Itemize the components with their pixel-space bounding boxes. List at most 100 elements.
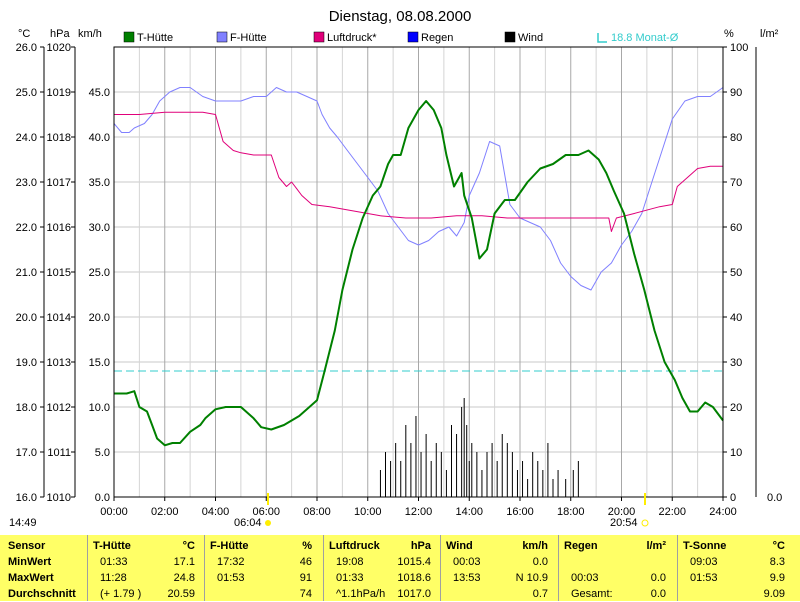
wind-tick-label: 45.0 — [89, 87, 110, 99]
stat-time: 00:03 — [571, 572, 599, 584]
section-unit: °C — [772, 540, 785, 552]
wind-tick-label: 40.0 — [89, 132, 110, 144]
section-name: T-Hütte — [93, 540, 131, 552]
humidity-tick-label: 40 — [730, 312, 742, 324]
weather-chart: Dienstag, 08.08.2000 °C hPa km/h % l/m² … — [9, 8, 782, 529]
stat-time: 17:32 — [217, 556, 245, 568]
stat-value: 8.3 — [769, 556, 785, 568]
pressure-tick-label: 1011 — [47, 447, 71, 459]
x-tick-label: 06:00 — [252, 506, 280, 518]
section-name: Wind — [446, 540, 473, 552]
humidity-tick-label: 50 — [730, 267, 742, 279]
column-separator — [87, 535, 88, 601]
column-separator — [558, 535, 559, 601]
humidity-tick-label: 60 — [730, 222, 742, 234]
pressure-tick-label: 1010 — [47, 492, 71, 504]
wind-tick-label: 0.0 — [95, 492, 110, 504]
column-separator — [204, 535, 205, 601]
temp-axis-unit: °C — [18, 28, 30, 40]
stat-time: 13:53 — [453, 572, 481, 584]
wind-tick-label: 30.0 — [89, 222, 110, 234]
pressure-axis-unit: hPa — [50, 28, 70, 40]
stat-time: 01:33 — [100, 556, 128, 568]
x-tick-label: 22:00 — [658, 506, 686, 518]
stat-time: 09:03 — [690, 556, 718, 568]
stat-value: 1018.6 — [397, 572, 431, 584]
x-tick-label: 12:00 — [405, 506, 433, 518]
stat-value: 1015.4 — [397, 556, 431, 568]
pressure-tick-label: 1016 — [47, 222, 71, 234]
wind-tick-label: 15.0 — [89, 357, 110, 369]
humidity-tick-label: 0 — [730, 492, 736, 504]
wind-tick-label: 10.0 — [89, 402, 110, 414]
chart-title: Dienstag, 08.08.2000 — [329, 8, 472, 25]
pressure-tick-label: 1020 — [47, 42, 71, 54]
header-sensor: Sensor — [8, 540, 46, 552]
x-tick-label: 02:00 — [151, 506, 179, 518]
temp-tick-label: 26.0 — [16, 42, 37, 54]
pressure-tick-label: 1018 — [47, 132, 71, 144]
stat-value: 1017.0 — [397, 588, 431, 600]
stat-time: 19:08 — [336, 556, 364, 568]
statistics-table: Sensor MinWert MaxWert Durchschnitt T-Hü… — [0, 535, 800, 601]
temp-tick-label: 16.0 — [16, 492, 37, 504]
stat-time: 01:53 — [217, 572, 245, 584]
wind-tick-label: 35.0 — [89, 177, 110, 189]
stat-value: 17.1 — [173, 556, 195, 568]
legend-label: Luftdruck* — [327, 32, 377, 44]
humidity-tick-label: 70 — [730, 177, 742, 189]
x-tick-label: 08:00 — [303, 506, 331, 518]
temp-tick-label: 24.0 — [16, 132, 37, 144]
legend-swatch — [216, 31, 228, 43]
stat-value: N 10.9 — [515, 572, 548, 584]
wind-tick-label: 5.0 — [95, 447, 110, 459]
stat-time: 01:53 — [690, 572, 718, 584]
section-name: Regen — [564, 540, 598, 552]
series-group — [113, 87, 724, 497]
stat-time: Gesamt: — [571, 588, 613, 600]
wind-tick-label: 25.0 — [89, 267, 110, 279]
x-tick-label: 16:00 — [506, 506, 534, 518]
legend-swatch — [597, 33, 607, 43]
stat-time: 01:33 — [336, 572, 364, 584]
stat-value: 0.0 — [532, 556, 548, 568]
pressure-tick-label: 1017 — [47, 177, 71, 189]
section-unit: hPa — [410, 540, 431, 552]
temp-tick-label: 23.0 — [16, 177, 37, 189]
x-tick-label: 00:00 — [100, 506, 128, 518]
stat-time: ^1.1hPa/h — [336, 588, 386, 600]
legend-label: Wind — [518, 32, 543, 44]
humidity-axis-unit: % — [724, 28, 734, 40]
humidity-tick-label: 20 — [730, 402, 742, 414]
legend-label: F-Hütte — [230, 32, 267, 44]
legend: T-Hütte F-Hütte Luftdruck* Regen Wind 18.8 Mo… — [123, 31, 679, 44]
header-min: MinWert — [8, 556, 52, 568]
section-unit: % — [302, 540, 312, 552]
column-separator — [440, 535, 441, 601]
humidity-tick-label: 30 — [730, 357, 742, 369]
sunrise-label: 06:04 — [234, 517, 262, 529]
x-tick-label: 20:00 — [608, 506, 636, 518]
section-name: F-Hütte — [210, 540, 249, 552]
stat-value: 9.09 — [763, 588, 785, 600]
sunset-marker — [641, 519, 649, 527]
legend-swatch — [123, 31, 135, 43]
humidity-tick-label: 100 — [730, 42, 748, 54]
series-line-fhtte — [113, 87, 724, 291]
temp-tick-label: 18.0 — [16, 402, 37, 414]
section-name: Luftdruck — [329, 540, 380, 552]
x-tick-label: 18:00 — [557, 506, 585, 518]
humidity-tick-label: 80 — [730, 132, 742, 144]
stat-time: 00:03 — [453, 556, 481, 568]
section-name: T-Sonne — [683, 540, 727, 552]
legend-label: T-Hütte — [137, 32, 173, 44]
stat-value: 0.0 — [650, 588, 666, 600]
stat-value: 46 — [299, 556, 312, 568]
legend-swatch — [407, 31, 419, 43]
stat-value: 0.7 — [532, 588, 548, 600]
legend-label: 18.8 Monat-Ø — [611, 32, 679, 44]
pressure-tick-label: 1012 — [47, 402, 71, 414]
stat-value: 9.9 — [769, 572, 785, 584]
x-tick-label: 14:00 — [455, 506, 483, 518]
stat-value: 24.8 — [173, 572, 195, 584]
